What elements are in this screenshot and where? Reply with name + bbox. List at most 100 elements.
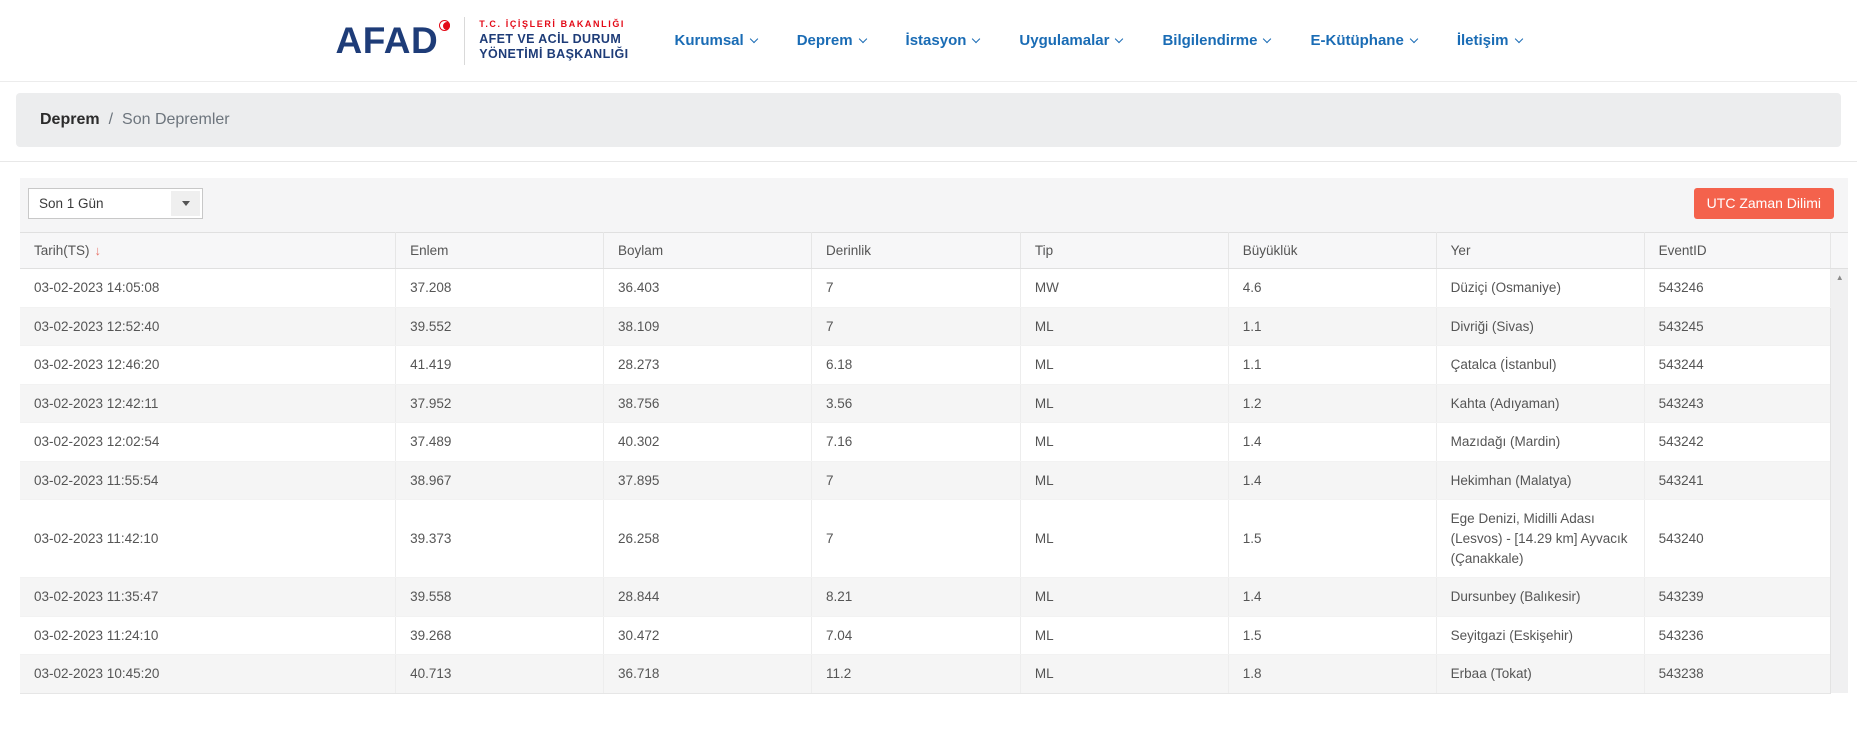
nav-item-uygulamalar[interactable]: Uygulamalar [1019,32,1124,49]
table-row[interactable]: 03-02-2023 14:05:08 37.208 36.403 7 MW 4.6 Düz… [20,268,1848,694]
cell-longitude: 28.273 [603,345,812,385]
cell-longitude: 40.302 [603,422,812,462]
cell-date: 03-02-2023 12:46:20 [20,345,397,385]
cell-latitude: 39.552 [395,307,605,347]
cell-latitude: 39.373 [395,499,605,579]
main-nav: Kurumsal Deprem İstasyon Uygulamalar Bil… [674,32,1523,49]
bottom-filler [20,693,1848,742]
column-header-tip[interactable]: Tip [1020,232,1229,269]
cell-type: ML [1020,461,1229,501]
nav-item-bilgilendirme[interactable]: Bilgilendirme [1162,32,1272,49]
chevron-down-icon [1263,34,1272,44]
chevron-down-icon [972,34,981,44]
column-header-label: Tip [1034,243,1054,258]
cell-longitude: 36.718 [603,654,812,694]
column-header-enlem[interactable]: Enlem [395,232,605,269]
cell-location: Hekimhan (Malatya) [1436,461,1645,501]
cell-depth: 7 [811,499,1021,579]
org-name-line2: YÖNETİMİ BAŞKANLIĞI [479,46,629,61]
cell-eventid: 543242 [1644,422,1831,462]
cell-location: Ege Denizi, Midilli Adası (Lesvos) - [14… [1436,499,1645,579]
cell-eventid: 543244 [1644,345,1831,385]
table-row[interactable]: 03-02-2023 12:52:40 39.552 38.109 7 ML 1.1 Div… [20,307,1848,347]
cell-magnitude: 1.4 [1228,577,1437,617]
chevron-down-icon [1115,34,1124,44]
nav-item-e-kutuphane[interactable]: E-Kütüphane [1310,32,1419,49]
table-row[interactable]: 03-02-2023 11:55:54 38.967 37.895 7 ML 1.4 Hek… [20,461,1848,501]
cell-eventid: 543246 [1644,268,1832,308]
cell-latitude: 39.268 [395,616,605,656]
column-header-label: Boylam [618,243,664,258]
afad-logo[interactable]: AFAD T.C. İÇİŞLERİ BAKANLIĞI AFET VE ACİ… [335,16,629,65]
cell-date: 03-02-2023 14:05:08 [20,268,397,308]
nav-item-istasyon[interactable]: İstasyon [905,32,981,49]
time-range-selected-value: Son 1 Gün [39,196,104,211]
content-card: Son 1 Gün UTC Zaman Dilimi Tarih(TS) ↓ En… [20,178,1848,742]
table-vertical-scrollbar[interactable]: ▲ [1830,268,1848,694]
cell-location: Seyitgazi (Eskişehir) [1436,616,1645,656]
table-row[interactable]: 03-02-2023 11:24:10 39.268 30.472 7.04 ML 1.5… [20,616,1848,656]
cell-eventid: 543245 [1644,307,1831,347]
cell-type: ML [1020,345,1229,385]
nav-item-label: İstasyon [905,32,967,49]
breadcrumb: Deprem / Son Depremler [16,93,1841,147]
column-header-eventid[interactable]: EventID [1644,232,1832,269]
cell-location: Düziçi (Osmaniye) [1436,268,1645,308]
cell-location: Divriği (Sivas) [1436,307,1645,347]
cell-location: Mazıdağı (Mardin) [1436,422,1645,462]
cell-location: Erbaa (Tokat) [1436,654,1645,694]
cell-eventid: 543238 [1644,654,1831,694]
cell-eventid: 543239 [1644,577,1831,617]
cell-date: 03-02-2023 11:24:10 [20,616,397,656]
cell-longitude: 38.756 [603,384,812,424]
column-header-derinlik[interactable]: Derinlik [811,232,1021,269]
breadcrumb-section-link[interactable]: Deprem [40,111,100,128]
chevron-down-icon [858,34,867,44]
column-header-yer[interactable]: Yer [1436,232,1645,269]
table-row[interactable]: 03-02-2023 11:42:10 39.373 26.258 7 ML 1.5 Ege… [20,499,1848,579]
cell-depth: 7.16 [811,422,1021,462]
cell-latitude: 38.967 [395,461,605,501]
sort-desc-icon: ↓ [94,243,102,258]
cell-latitude: 41.419 [395,345,605,385]
cell-latitude: 40.713 [395,654,605,694]
dropdown-arrow-button[interactable] [171,191,200,216]
cell-magnitude: 4.6 [1228,268,1437,308]
table-row[interactable]: 03-02-2023 12:02:54 37.489 40.302 7.16 ML 1.4… [20,422,1848,462]
earthquake-table: Tarih(TS) ↓ Enlem Boylam Derinlik Tip Büy… [20,232,1848,694]
cell-magnitude: 1.4 [1228,461,1437,501]
cell-depth: 3.56 [811,384,1021,424]
cell-latitude: 37.952 [395,384,605,424]
utc-timezone-button[interactable]: UTC Zaman Dilimi [1693,188,1834,219]
cell-eventid: 543236 [1644,616,1831,656]
column-header-tarih[interactable]: Tarih(TS) ↓ [20,232,397,269]
time-range-select[interactable]: Son 1 Gün [28,188,203,219]
column-header-label: Tarih(TS) [34,243,90,258]
nav-item-kurumsal[interactable]: Kurumsal [674,32,758,49]
cell-date: 03-02-2023 11:55:54 [20,461,397,501]
table-row[interactable]: 03-02-2023 10:45:20 40.713 36.718 11.2 ML 1.8… [20,654,1848,694]
table-row[interactable]: 03-02-2023 12:46:20 41.419 28.273 6.18 ML 1.1… [20,345,1848,385]
chevron-down-icon [1409,34,1419,44]
cell-magnitude: 1.5 [1228,499,1437,579]
cell-eventid: 543243 [1644,384,1831,424]
cell-magnitude: 1.1 [1228,345,1437,385]
cell-depth: 7 [811,461,1021,501]
nav-item-deprem[interactable]: Deprem [797,32,867,49]
earthquake-table-body: 03-02-2023 14:05:08 37.208 36.403 7 MW 4.6 Düz… [20,268,1848,694]
chevron-down-icon [1514,34,1523,44]
breadcrumb-separator: / [108,111,114,128]
table-row[interactable]: 03-02-2023 12:42:11 37.952 38.756 3.56 ML 1.2… [20,384,1848,424]
cell-date: 03-02-2023 11:42:10 [20,499,397,579]
breadcrumb-section: Deprem / Son Depremler [0,82,1857,162]
cell-longitude: 28.844 [603,577,812,617]
nav-item-iletisim[interactable]: İletişim [1457,32,1523,49]
column-header-buyukluk[interactable]: Büyüklük [1228,232,1437,269]
scroll-up-icon[interactable]: ▲ [1835,273,1844,282]
cell-date: 03-02-2023 11:35:47 [20,577,397,617]
table-toolbar: Son 1 Gün UTC Zaman Dilimi [20,178,1848,232]
column-header-boylam[interactable]: Boylam [603,232,812,269]
table-row[interactable]: 03-02-2023 11:35:47 39.558 28.844 8.21 ML 1.4… [20,577,1848,617]
nav-item-label: Kurumsal [674,32,744,49]
cell-type: ML [1020,499,1229,579]
